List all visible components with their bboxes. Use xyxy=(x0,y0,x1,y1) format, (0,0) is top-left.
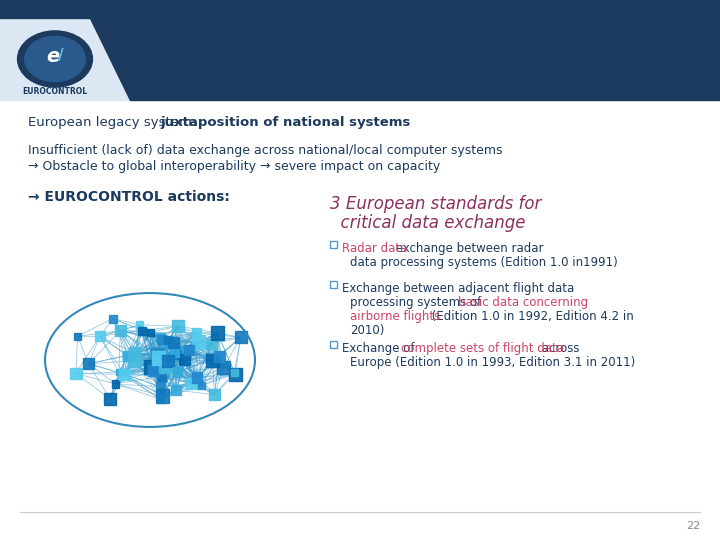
Bar xyxy=(214,350,225,362)
Bar xyxy=(104,393,116,404)
Bar xyxy=(192,328,202,337)
Text: Exchange of: Exchange of xyxy=(342,342,418,355)
Bar xyxy=(112,380,119,388)
Text: across: across xyxy=(538,342,580,355)
Bar xyxy=(173,367,182,376)
Text: basic data concerning: basic data concerning xyxy=(458,296,588,309)
Text: data processing systems (Edition 1.0 in1991): data processing systems (Edition 1.0 in1… xyxy=(350,256,618,269)
Bar xyxy=(206,354,219,367)
Circle shape xyxy=(24,36,85,82)
Bar xyxy=(184,346,194,355)
Bar xyxy=(129,347,141,360)
Bar xyxy=(74,333,81,340)
Bar xyxy=(330,341,337,348)
Bar xyxy=(207,339,217,349)
Text: → EUROCONTROL actions:: → EUROCONTROL actions: xyxy=(28,190,230,204)
Text: juxtaposition of national systems: juxtaposition of national systems xyxy=(160,116,410,129)
Bar xyxy=(171,348,179,357)
Bar xyxy=(157,372,166,381)
Text: processing systems of: processing systems of xyxy=(350,296,485,309)
Bar xyxy=(70,368,82,380)
Bar xyxy=(157,335,166,344)
Bar xyxy=(210,326,225,340)
Bar xyxy=(144,360,158,374)
Bar xyxy=(115,326,125,336)
Bar xyxy=(192,373,202,383)
Bar xyxy=(330,241,337,248)
Text: Europe (Edition 1.0 in 1993, Edition 3.1 in 2011): Europe (Edition 1.0 in 1993, Edition 3.1… xyxy=(350,356,635,369)
Bar xyxy=(84,359,94,369)
Bar xyxy=(138,327,146,335)
Bar xyxy=(235,332,247,343)
Bar xyxy=(156,382,165,391)
Polygon shape xyxy=(90,18,720,100)
Bar xyxy=(164,336,172,344)
Text: Insufficient (lack of) data exchange across national/local computer systems: Insufficient (lack of) data exchange acr… xyxy=(28,144,503,157)
Bar xyxy=(156,333,165,342)
Text: (Edition 1.0 in 1992, Edition 4.2 in: (Edition 1.0 in 1992, Edition 4.2 in xyxy=(428,310,634,323)
Bar xyxy=(159,360,172,373)
Bar xyxy=(116,369,122,375)
Text: airborne flights: airborne flights xyxy=(350,310,440,323)
Bar xyxy=(95,332,104,341)
Text: Exchange between adjacent flight data: Exchange between adjacent flight data xyxy=(342,282,575,295)
Bar xyxy=(186,377,197,389)
Text: exchange between radar: exchange between radar xyxy=(392,242,544,255)
Bar xyxy=(209,389,220,400)
Text: complete sets of flight data: complete sets of flight data xyxy=(401,342,564,355)
Bar xyxy=(172,320,184,332)
Text: European legacy system:: European legacy system: xyxy=(28,116,200,129)
Bar xyxy=(156,389,169,403)
Circle shape xyxy=(17,31,92,87)
Bar xyxy=(173,350,181,359)
Text: 2010): 2010) xyxy=(350,324,384,337)
Bar xyxy=(150,348,164,361)
Bar xyxy=(136,321,143,328)
Bar xyxy=(217,353,223,359)
Text: 22: 22 xyxy=(685,521,700,531)
Bar xyxy=(152,352,166,365)
Bar xyxy=(192,335,205,348)
Bar xyxy=(162,355,174,367)
Text: → Obstacle to global interoperability → severe impact on capacity: → Obstacle to global interoperability → … xyxy=(28,160,440,173)
Bar xyxy=(163,341,169,347)
Text: /: / xyxy=(58,48,63,63)
Bar xyxy=(128,354,141,367)
Bar xyxy=(179,354,190,364)
Bar xyxy=(0,0,720,18)
Text: Radar data: Radar data xyxy=(342,242,408,255)
Bar xyxy=(229,368,241,381)
Text: EUROCONTROL: EUROCONTROL xyxy=(22,87,88,96)
Bar xyxy=(182,348,191,356)
Text: Fragmentation in Information Management: Fragmentation in Information Management xyxy=(160,47,720,71)
Circle shape xyxy=(43,280,257,440)
Bar xyxy=(148,364,158,376)
Text: critical data exchange: critical data exchange xyxy=(330,214,526,232)
Bar xyxy=(152,356,161,365)
Bar xyxy=(122,350,132,361)
Bar xyxy=(217,361,230,374)
Text: e: e xyxy=(46,48,60,66)
Bar xyxy=(231,369,238,376)
Bar xyxy=(109,315,117,323)
Bar xyxy=(168,337,179,348)
Bar xyxy=(197,382,205,389)
Bar xyxy=(147,329,153,336)
Bar xyxy=(119,369,130,380)
Bar xyxy=(0,0,720,100)
Bar xyxy=(330,281,337,288)
Text: 3 European standards for: 3 European standards for xyxy=(330,195,541,213)
Bar xyxy=(156,395,164,403)
Bar xyxy=(171,385,181,395)
